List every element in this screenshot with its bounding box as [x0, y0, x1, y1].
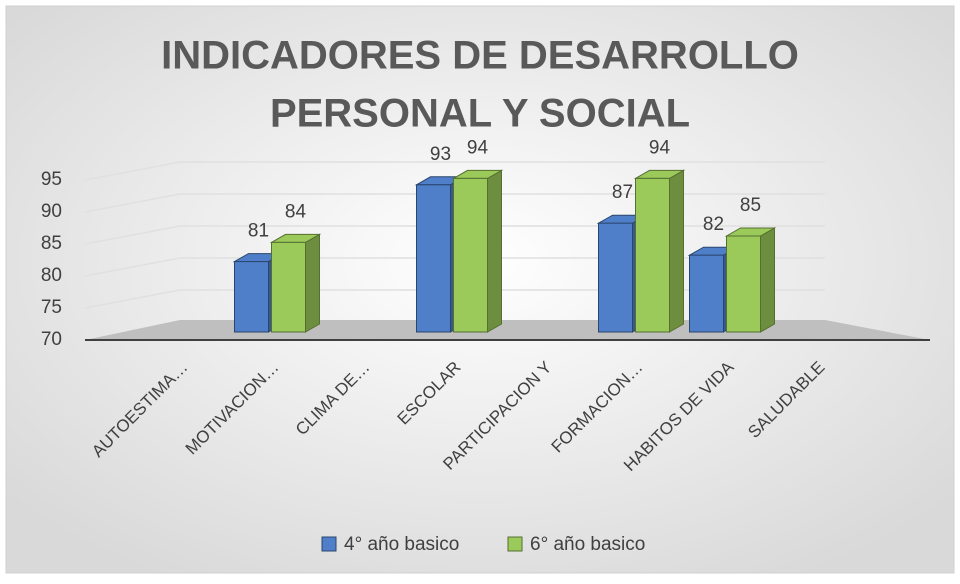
bar [234, 261, 269, 333]
legend-label: 4° año basico [344, 534, 459, 555]
bar [598, 222, 633, 333]
y-tick-label: 95 [41, 169, 62, 190]
y-tick-label: 80 [41, 265, 62, 286]
bar [635, 177, 670, 333]
legend-label: 6° año basico [530, 534, 645, 555]
y-tick-label: 70 [41, 329, 62, 350]
legend-swatch [321, 536, 337, 552]
bar-side [669, 169, 684, 333]
data-label: 85 [740, 195, 761, 216]
floor [85, 320, 930, 340]
bar-side [487, 169, 502, 333]
bar [689, 254, 724, 333]
bar [726, 235, 761, 333]
data-label: 87 [612, 182, 633, 203]
legend-swatch [507, 536, 523, 552]
bar [271, 241, 306, 333]
bar [416, 184, 451, 333]
data-label: 81 [248, 221, 269, 242]
y-tick-label: 85 [41, 233, 62, 254]
bar-side [760, 227, 775, 333]
y-tick-label: 75 [41, 297, 62, 318]
data-label: 94 [467, 137, 489, 158]
y-tick-label: 90 [41, 201, 62, 222]
bar [453, 177, 488, 333]
data-label: 84 [285, 201, 307, 222]
grid-line [84, 161, 825, 181]
data-label: 94 [649, 137, 671, 158]
grid-line [84, 193, 825, 213]
data-label: 82 [703, 214, 724, 235]
bar-side [305, 233, 320, 333]
chart-title: PERSONAL Y SOCIAL [270, 92, 690, 136]
data-label: 93 [430, 144, 451, 165]
chart-title: INDICADORES DE DESARROLLO [161, 34, 799, 78]
